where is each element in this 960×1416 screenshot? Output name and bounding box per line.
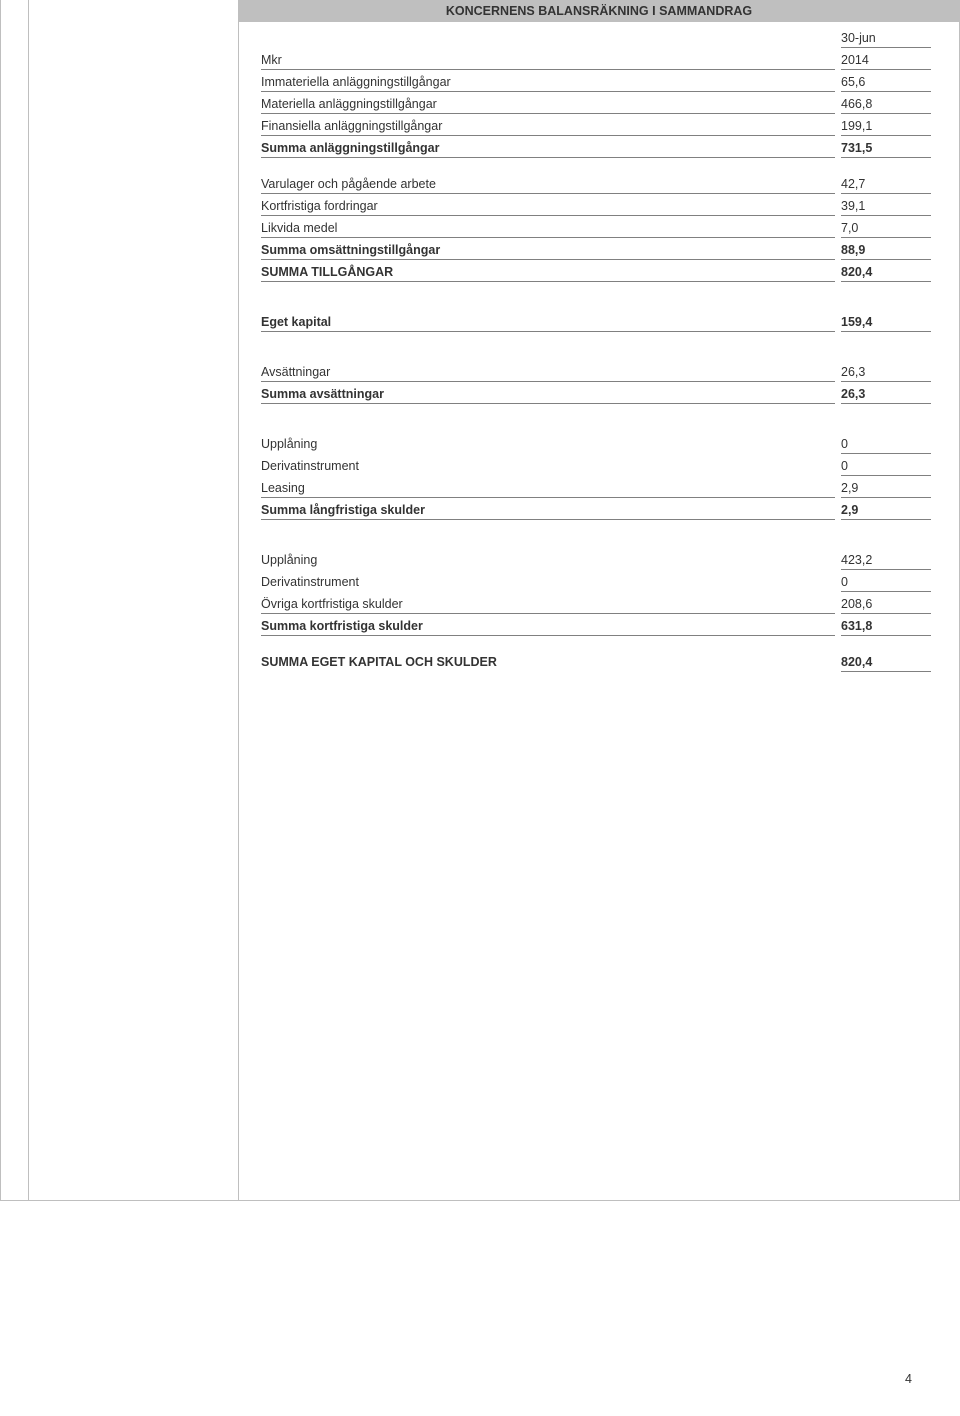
gap xyxy=(261,284,931,312)
label-likvida: Likvida medel xyxy=(261,221,835,238)
left-empty-col-1 xyxy=(1,0,29,1201)
row-derivat2: Derivatinstrument 0 xyxy=(261,572,931,594)
row-ovriga-kort: Övriga kortfristiga skulder 208,6 xyxy=(261,594,931,616)
row-finansiella: Finansiella anläggningstillgångar 199,1 xyxy=(261,116,931,138)
gap xyxy=(261,334,931,362)
row-summa-anlagg: Summa anläggningstillgångar 731,5 xyxy=(261,138,931,160)
label-summa-eget: SUMMA EGET KAPITAL OCH SKULDER xyxy=(261,655,835,672)
value-summa-oms: 88,9 xyxy=(841,243,931,260)
bottom-filler xyxy=(261,674,931,1194)
label-upplaning2: Upplåning xyxy=(261,553,835,570)
value-summa-lang: 2,9 xyxy=(841,503,931,520)
value-upplaning1: 0 xyxy=(841,437,931,454)
value-kortfristiga-fordr: 39,1 xyxy=(841,199,931,216)
value-eget-kapital: 159,4 xyxy=(841,315,931,332)
label-kortfristiga-fordr: Kortfristiga fordringar xyxy=(261,199,835,216)
gap xyxy=(261,160,931,174)
label-derivat2: Derivatinstrument xyxy=(261,575,835,592)
row-immateriella: Immateriella anläggningstillgångar 65,6 xyxy=(261,72,931,94)
row-summa-eget: SUMMA EGET KAPITAL OCH SKULDER 820,4 xyxy=(261,652,931,674)
label-leasing: Leasing xyxy=(261,481,835,498)
value-leasing: 2,9 xyxy=(841,481,931,498)
content-column: KONCERNENS BALANSRÄKNING I SAMMANDRAG 30… xyxy=(239,0,960,1201)
value-upplaning2: 423,2 xyxy=(841,553,931,570)
row-eget-kapital: Eget kapital 159,4 xyxy=(261,312,931,334)
row-summa-tillg: SUMMA TILLGÅNGAR 820,4 xyxy=(261,262,931,284)
label-summa-oms: Summa omsättningstillgångar xyxy=(261,243,835,260)
row-materiella: Materiella anläggningstillgångar 466,8 xyxy=(261,94,931,116)
value-likvida: 7,0 xyxy=(841,221,931,238)
left-empty-col-2 xyxy=(29,0,239,1201)
outer-layout-table: KONCERNENS BALANSRÄKNING I SAMMANDRAG 30… xyxy=(0,0,960,1201)
value-summa-eget: 820,4 xyxy=(841,655,931,672)
empty-label xyxy=(261,31,835,48)
row-varulager: Varulager och pågående arbete 42,7 xyxy=(261,174,931,196)
value-avsattningar: 26,3 xyxy=(841,365,931,382)
value-finansiella: 199,1 xyxy=(841,119,931,136)
value-immateriella: 65,6 xyxy=(841,75,931,92)
label-summa-kort: Summa kortfristiga skulder xyxy=(261,619,835,636)
mkr-label: Mkr xyxy=(261,53,835,70)
row-upplaning2: Upplåning 423,2 xyxy=(261,550,931,572)
row-leasing: Leasing 2,9 xyxy=(261,478,931,500)
value-derivat2: 0 xyxy=(841,575,931,592)
mkr-year-row: Mkr 2014 xyxy=(261,50,931,72)
value-summa-avs: 26,3 xyxy=(841,387,931,404)
row-summa-lang: Summa långfristiga skulder 2,9 xyxy=(261,500,931,522)
label-immateriella: Immateriella anläggningstillgångar xyxy=(261,75,835,92)
value-ovriga-kort: 208,6 xyxy=(841,597,931,614)
label-derivat1: Derivatinstrument xyxy=(261,459,835,476)
value-varulager: 42,7 xyxy=(841,177,931,194)
row-summa-avs: Summa avsättningar 26,3 xyxy=(261,384,931,406)
value-summa-tillg: 820,4 xyxy=(841,265,931,282)
balance-sheet-content: 30-jun Mkr 2014 Immateriella anläggnings… xyxy=(239,22,959,1200)
row-summa-oms: Summa omsättningstillgångar 88,9 xyxy=(261,240,931,262)
section-header: KONCERNENS BALANSRÄKNING I SAMMANDRAG xyxy=(239,0,959,22)
label-upplaning1: Upplåning xyxy=(261,437,835,454)
row-upplaning1: Upplåning 0 xyxy=(261,434,931,456)
date-value: 30-jun xyxy=(841,31,931,48)
label-ovriga-kort: Övriga kortfristiga skulder xyxy=(261,597,835,614)
label-summa-lang: Summa långfristiga skulder xyxy=(261,503,835,520)
page-number: 4 xyxy=(905,1372,912,1386)
value-summa-anlagg: 731,5 xyxy=(841,141,931,158)
row-likvida: Likvida medel 7,0 xyxy=(261,218,931,240)
label-avsattningar: Avsättningar xyxy=(261,365,835,382)
label-summa-tillg: SUMMA TILLGÅNGAR xyxy=(261,265,835,282)
gap xyxy=(261,522,931,550)
label-finansiella: Finansiella anläggningstillgångar xyxy=(261,119,835,136)
label-eget-kapital: Eget kapital xyxy=(261,315,835,332)
value-summa-kort: 631,8 xyxy=(841,619,931,636)
value-derivat1: 0 xyxy=(841,459,931,476)
page: KONCERNENS BALANSRÄKNING I SAMMANDRAG 30… xyxy=(0,0,960,1416)
date-row: 30-jun xyxy=(261,28,931,50)
value-materiella: 466,8 xyxy=(841,97,931,114)
gap xyxy=(261,638,931,652)
label-summa-anlagg: Summa anläggningstillgångar xyxy=(261,141,835,158)
gap xyxy=(261,406,931,434)
label-summa-avs: Summa avsättningar xyxy=(261,387,835,404)
row-kortfristiga-fordr: Kortfristiga fordringar 39,1 xyxy=(261,196,931,218)
row-derivat1: Derivatinstrument 0 xyxy=(261,456,931,478)
year-value: 2014 xyxy=(841,53,931,70)
label-materiella: Materiella anläggningstillgångar xyxy=(261,97,835,114)
row-summa-kort: Summa kortfristiga skulder 631,8 xyxy=(261,616,931,638)
row-avsattningar: Avsättningar 26,3 xyxy=(261,362,931,384)
label-varulager: Varulager och pågående arbete xyxy=(261,177,835,194)
